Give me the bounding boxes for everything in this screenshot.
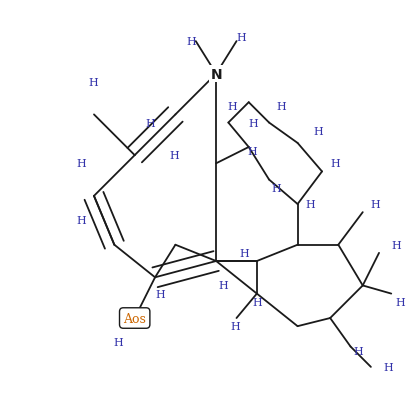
Text: H: H xyxy=(247,147,257,157)
Text: H: H xyxy=(170,151,179,161)
Text: H: H xyxy=(237,33,246,43)
Text: H: H xyxy=(306,200,315,209)
Text: H: H xyxy=(88,78,98,88)
Text: H: H xyxy=(145,118,155,128)
Text: H: H xyxy=(219,281,228,291)
Text: H: H xyxy=(155,289,165,299)
Text: H: H xyxy=(354,346,364,356)
Text: H: H xyxy=(330,159,340,169)
Text: H: H xyxy=(114,338,123,348)
Text: H: H xyxy=(371,200,381,209)
Text: H: H xyxy=(391,240,401,250)
Text: H: H xyxy=(76,216,86,226)
Text: H: H xyxy=(76,159,86,169)
Text: H: H xyxy=(252,297,262,307)
Text: H: H xyxy=(395,297,405,307)
Text: H: H xyxy=(276,102,286,112)
Text: H: H xyxy=(249,118,258,128)
Text: Aos: Aos xyxy=(123,312,146,325)
Text: H: H xyxy=(272,183,281,193)
Text: H: H xyxy=(239,248,249,258)
Text: H: H xyxy=(228,102,237,112)
Text: H: H xyxy=(186,37,196,47)
Text: N: N xyxy=(210,67,222,81)
Text: H: H xyxy=(231,321,240,331)
Text: H: H xyxy=(314,126,324,136)
Text: H: H xyxy=(383,362,393,372)
